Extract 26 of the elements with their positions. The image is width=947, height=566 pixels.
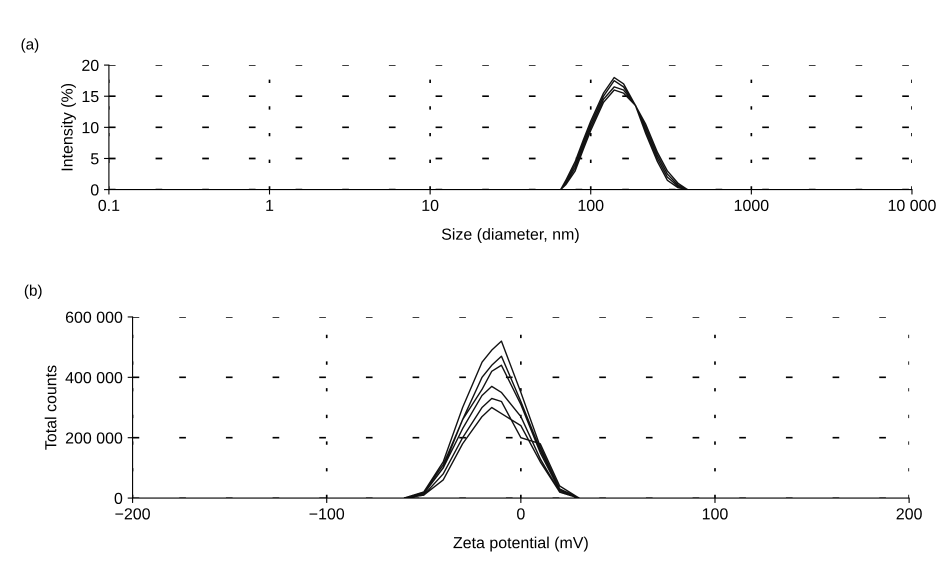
y-tick-label: 400 000: [65, 372, 122, 384]
x-tick-label: 1000: [734, 200, 768, 212]
x-axis-title: Size (diameter, nm): [442, 228, 579, 243]
y-tick-label: 20: [82, 60, 99, 72]
y-tick-label: 0: [90, 184, 99, 196]
x-tick-label: 0.1: [98, 200, 120, 212]
text: (b): [24, 284, 42, 299]
y-tick-label: 15: [82, 91, 99, 102]
x-tick-label: −100: [310, 508, 344, 520]
y-axis-title: Total counts: [44, 365, 56, 450]
x-axis-title: Zeta potential (mV): [453, 536, 588, 552]
y-tick-label: 5: [90, 153, 99, 164]
x-tick-label: 100: [702, 508, 728, 520]
y-tick-label: 200 000: [66, 432, 122, 444]
x-tick-label: −200: [115, 508, 150, 520]
y-tick-label: 0: [114, 492, 122, 504]
y-tick-label: 600 000: [66, 312, 122, 323]
y-axis-title: Intensity (%): [60, 84, 76, 170]
text: (a): [22, 38, 38, 53]
y-tick-label: 10: [82, 122, 99, 134]
x-tick-label: 200: [896, 508, 922, 520]
x-tick-label: 10 000: [888, 200, 936, 212]
x-tick-label: 0: [517, 508, 525, 520]
x-tick-label: 10: [422, 200, 438, 212]
x-tick-label: 100: [578, 200, 604, 212]
x-tick-label: 1: [266, 200, 274, 211]
